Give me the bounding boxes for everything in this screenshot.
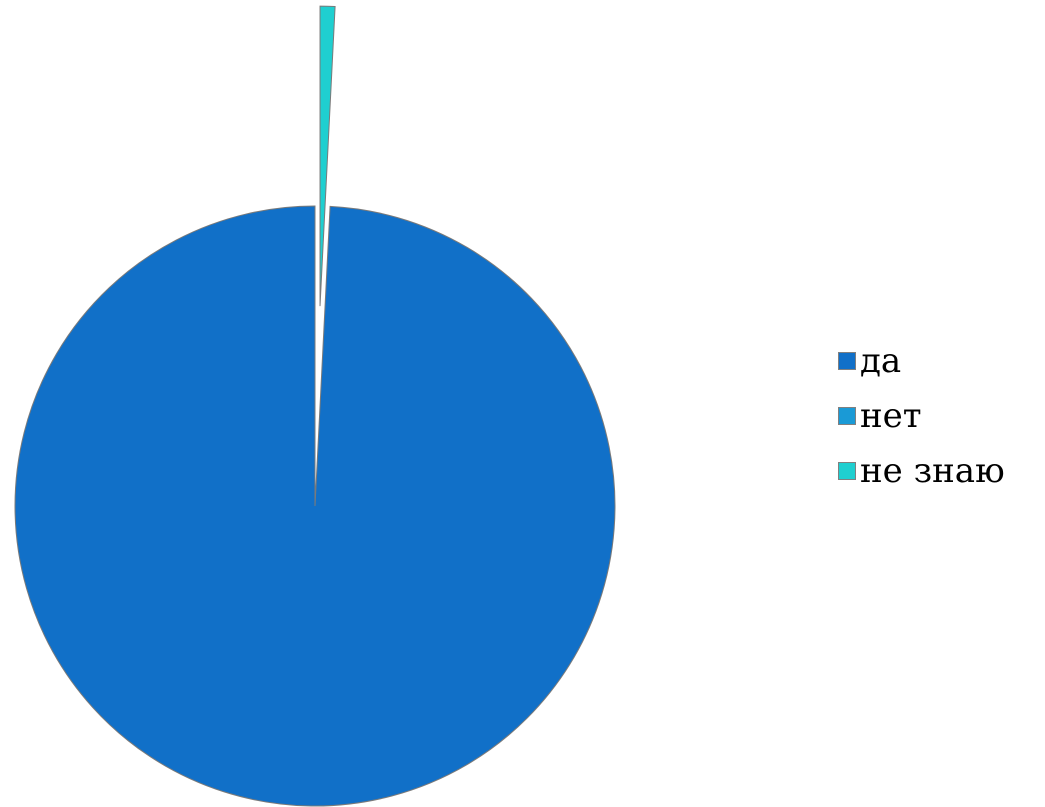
legend-label-ne-znayu: не знаю <box>860 454 1005 488</box>
legend-swatch-ne-znayu <box>838 462 856 480</box>
legend-swatch-da <box>838 352 856 370</box>
legend-label-da: да <box>860 344 901 378</box>
pie-slice-da <box>15 206 615 806</box>
legend-label-net: нет <box>860 399 922 433</box>
legend-item-da: да <box>838 333 1005 388</box>
legend-swatch-net <box>838 407 856 425</box>
legend-item-ne-znayu: не знаю <box>838 443 1005 498</box>
legend-item-net: нет <box>838 388 1005 443</box>
legend: да нет не знаю <box>838 333 1005 498</box>
